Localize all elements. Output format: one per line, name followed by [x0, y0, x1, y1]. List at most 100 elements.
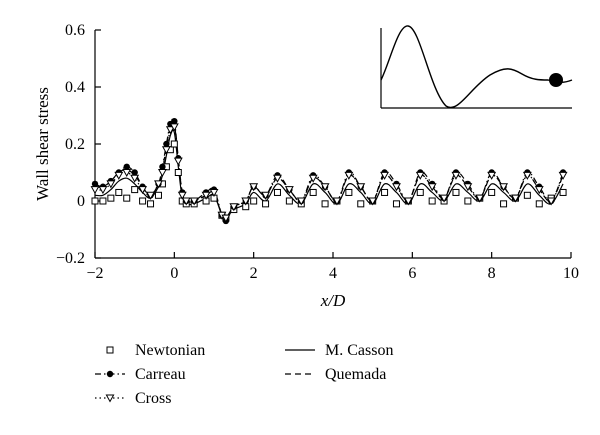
data-point-newtonian	[523, 191, 531, 199]
data-point-newtonian	[464, 197, 472, 205]
data-point-cross	[451, 171, 461, 180]
data-point-cross	[320, 183, 330, 192]
data-point-cross	[229, 203, 239, 212]
data-point-cross	[154, 180, 163, 189]
legend-item-newtonian: Newtonian	[106, 342, 205, 359]
data-point-newtonian	[250, 197, 258, 205]
data-point-carreau	[123, 163, 130, 170]
data-point-cross	[98, 186, 108, 195]
data-point-newtonian	[123, 194, 131, 202]
data-point-carreau	[163, 140, 170, 148]
legend-label-cross: Cross	[135, 390, 171, 407]
data-point-carreau	[171, 118, 178, 125]
x-tick-label: 6	[408, 265, 416, 282]
data-point-newtonian	[345, 188, 353, 196]
data-point-newtonian	[262, 200, 270, 208]
data-point-newtonian	[285, 197, 293, 205]
legend-item-m-casson: M. Casson	[285, 342, 393, 359]
x-tick-label: 8	[488, 265, 496, 282]
data-point-cross	[332, 197, 342, 206]
data-point-cross	[403, 197, 413, 206]
y-axis-label: Wall shear stress	[33, 87, 52, 201]
x-tick-label: 2	[250, 265, 258, 282]
x-tick-label: 4	[329, 265, 337, 282]
data-point-cross	[308, 174, 318, 183]
data-point-cross	[177, 191, 187, 200]
data-point-newtonian	[91, 197, 99, 205]
data-point-cross	[273, 174, 282, 183]
data-point-cross	[392, 183, 401, 192]
data-point-newtonian	[174, 169, 182, 176]
data-point-newtonian	[115, 188, 123, 196]
data-point-cross	[261, 191, 271, 200]
data-point-cross	[249, 183, 259, 192]
data-point-cross	[114, 171, 124, 180]
data-point-cross	[157, 169, 167, 178]
data-point-newtonian	[500, 200, 508, 208]
series-markers-cross	[90, 123, 568, 223]
data-point-cross	[546, 197, 556, 206]
y-tick-label: 0.2	[65, 136, 85, 153]
legend-label-carreau: Carreau	[135, 366, 186, 383]
x-axis-label: x/D	[320, 291, 346, 310]
data-point-cross	[380, 171, 390, 180]
series-line-quemada	[94, 120, 564, 220]
legend: Newtonian Carreau Cross M. Casson Quemada	[95, 342, 393, 407]
data-point-cross	[475, 194, 485, 203]
legend-marker-carreau	[106, 370, 114, 378]
y-tick-label: 0.6	[65, 22, 85, 39]
data-point-cross	[201, 191, 211, 200]
data-point-newtonian	[131, 186, 139, 194]
data-point-newtonian	[139, 197, 147, 205]
data-point-newtonian	[170, 140, 178, 148]
y-tick-label: 0	[77, 193, 85, 210]
data-point-cross	[181, 197, 191, 206]
data-point-cross	[165, 126, 175, 135]
data-point-cross	[146, 191, 155, 200]
data-point-newtonian	[428, 197, 436, 205]
data-point-newtonian	[381, 188, 389, 196]
data-point-cross	[189, 197, 199, 206]
y-tick-label: 0.4	[65, 79, 85, 96]
data-point-cross	[161, 146, 171, 155]
data-point-newtonian	[357, 200, 365, 208]
data-point-newtonian	[273, 188, 281, 196]
legend-item-cross: Cross	[95, 390, 171, 407]
data-point-cross	[130, 174, 140, 183]
data-point-cross	[558, 171, 568, 180]
data-point-cross	[209, 188, 219, 197]
data-point-carreau	[159, 163, 166, 170]
data-point-cross	[415, 171, 425, 180]
data-point-newtonian	[154, 191, 162, 199]
data-point-newtonian	[392, 200, 400, 208]
data-point-cross	[221, 214, 231, 223]
data-point-newtonian	[309, 188, 317, 196]
data-point-cross	[511, 194, 520, 203]
data-point-newtonian	[147, 200, 155, 208]
data-point-newtonian	[321, 200, 329, 208]
legend-label-quemada: Quemada	[325, 366, 386, 383]
data-point-cross	[138, 186, 148, 195]
y-tick-label: −0.2	[56, 250, 85, 267]
data-point-newtonian	[416, 188, 424, 196]
inset-stenosis-sketch	[380, 25, 573, 109]
legend-label-newtonian: Newtonian	[135, 342, 205, 359]
data-point-cross	[439, 194, 449, 203]
data-point-cross	[534, 186, 544, 195]
data-point-newtonian	[559, 188, 567, 196]
data-point-cross	[499, 183, 509, 192]
x-tick-label: −2	[86, 265, 103, 282]
data-point-cross	[296, 197, 306, 206]
legend-marker-newtonian	[106, 346, 114, 354]
series-markers-newtonian	[91, 140, 567, 222]
data-point-cross	[169, 123, 179, 132]
data-point-cross	[173, 157, 183, 166]
ticks: −2 0 2 4 6 8 10 −0.2 0 0.2 0.4 0.6	[56, 22, 579, 282]
data-point-carreau	[91, 180, 99, 188]
data-point-newtonian	[452, 188, 460, 196]
inset-profile-curve	[380, 25, 573, 109]
inset-marker-dot	[549, 73, 563, 87]
data-point-cross	[122, 169, 132, 178]
